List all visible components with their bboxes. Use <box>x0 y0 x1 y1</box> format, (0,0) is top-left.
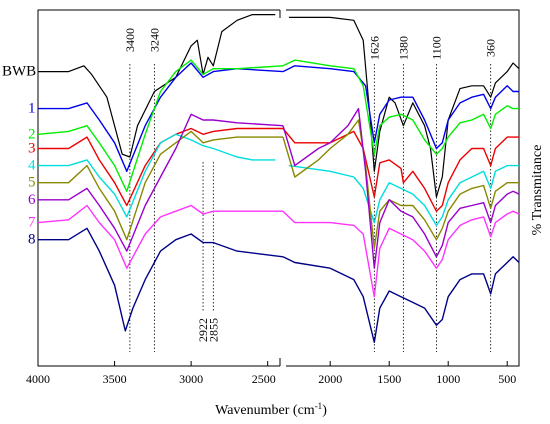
axis-break-gap <box>280 8 286 368</box>
x-tick-label-3000: 3000 <box>179 372 203 386</box>
plot-border <box>37 9 520 367</box>
x-tick-label-2000: 2000 <box>318 372 342 386</box>
series-line-3-right <box>282 128 519 212</box>
annotation-label-1380: 1380 <box>396 36 410 60</box>
series-lines <box>37 14 520 343</box>
x-axis-title: Wavenumber (cm-1) <box>215 401 327 418</box>
x-tick-label-4000: 4000 <box>26 372 50 386</box>
series-line-6-left <box>38 113 284 252</box>
series-line-3-left <box>38 127 283 207</box>
legend-label-1: 1 <box>28 101 36 117</box>
series-line-5-right <box>282 119 519 250</box>
legend-label-4: 4 <box>28 158 36 174</box>
annotation-label-2922: 2922 <box>196 318 210 342</box>
series-line-7-left <box>37 204 283 269</box>
series-line-2-left <box>37 59 284 193</box>
annotation-label-3240: 3240 <box>147 28 161 52</box>
annotation-label-2855: 2855 <box>206 318 220 342</box>
x-tick-label-2500: 2500 <box>252 372 276 386</box>
plot-frame <box>37 8 520 368</box>
legend-label-8: 8 <box>28 232 36 248</box>
series-line-2-right <box>282 59 519 155</box>
x-tick-label-1500: 1500 <box>377 372 401 386</box>
series-line-4-right <box>288 164 519 227</box>
series-line-7-right <box>282 210 520 298</box>
x-tick-label-3500: 3500 <box>103 372 127 386</box>
series-line-8-left <box>38 227 284 332</box>
x-axis-ticks: 4000 3500 3000 2500 2000 1500 1000 500 <box>26 361 516 386</box>
x-tick-label-1000: 1000 <box>436 372 460 386</box>
annotation-label-1626: 1626 <box>367 36 381 60</box>
x-tick-label-500: 500 <box>498 372 516 386</box>
series-line-5-left <box>38 130 283 241</box>
series-line-4-left <box>38 133 276 218</box>
legend-label-6: 6 <box>28 192 36 208</box>
series-line-BWB-right <box>288 16 520 198</box>
annotation-label-360: 360 <box>484 39 498 57</box>
series-line-1-right <box>282 65 519 150</box>
legend-label-5: 5 <box>28 175 36 191</box>
legend-label-7: 7 <box>28 215 36 231</box>
annotation-label-3400: 3400 <box>123 28 137 52</box>
series-line-8-right <box>282 256 520 343</box>
y-axis-title: % Transmitance <box>530 145 545 236</box>
legend-label-3: 3 <box>28 141 36 157</box>
legend-label-BWB: BWB <box>2 64 36 80</box>
legend-label-2: 2 <box>28 126 36 142</box>
series-line-6-right <box>282 107 520 269</box>
annotation-label-1100: 1100 <box>429 36 443 60</box>
